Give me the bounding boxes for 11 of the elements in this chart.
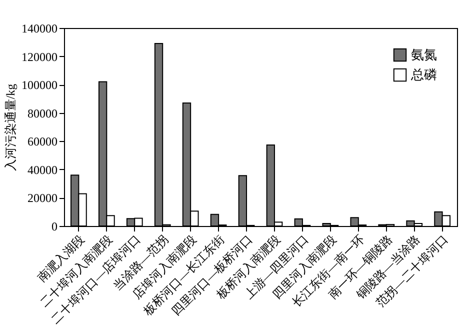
legend-label: 总磷 [410, 67, 437, 82]
y-tick-label: 140000 [22, 22, 58, 36]
y-tick-label: 120000 [22, 50, 58, 64]
legend-label: 氨氮 [411, 47, 437, 62]
y-tick-label: 100000 [22, 78, 58, 92]
y-tick-label: 20000 [28, 191, 58, 206]
y-tick-label: 60000 [28, 134, 58, 149]
y-tick-label: 80000 [28, 106, 58, 120]
y-axis-title: 入河污染通量/kg [4, 84, 18, 172]
y-tick-label: 0 [52, 220, 58, 234]
y-tick-label: 40000 [28, 162, 58, 177]
